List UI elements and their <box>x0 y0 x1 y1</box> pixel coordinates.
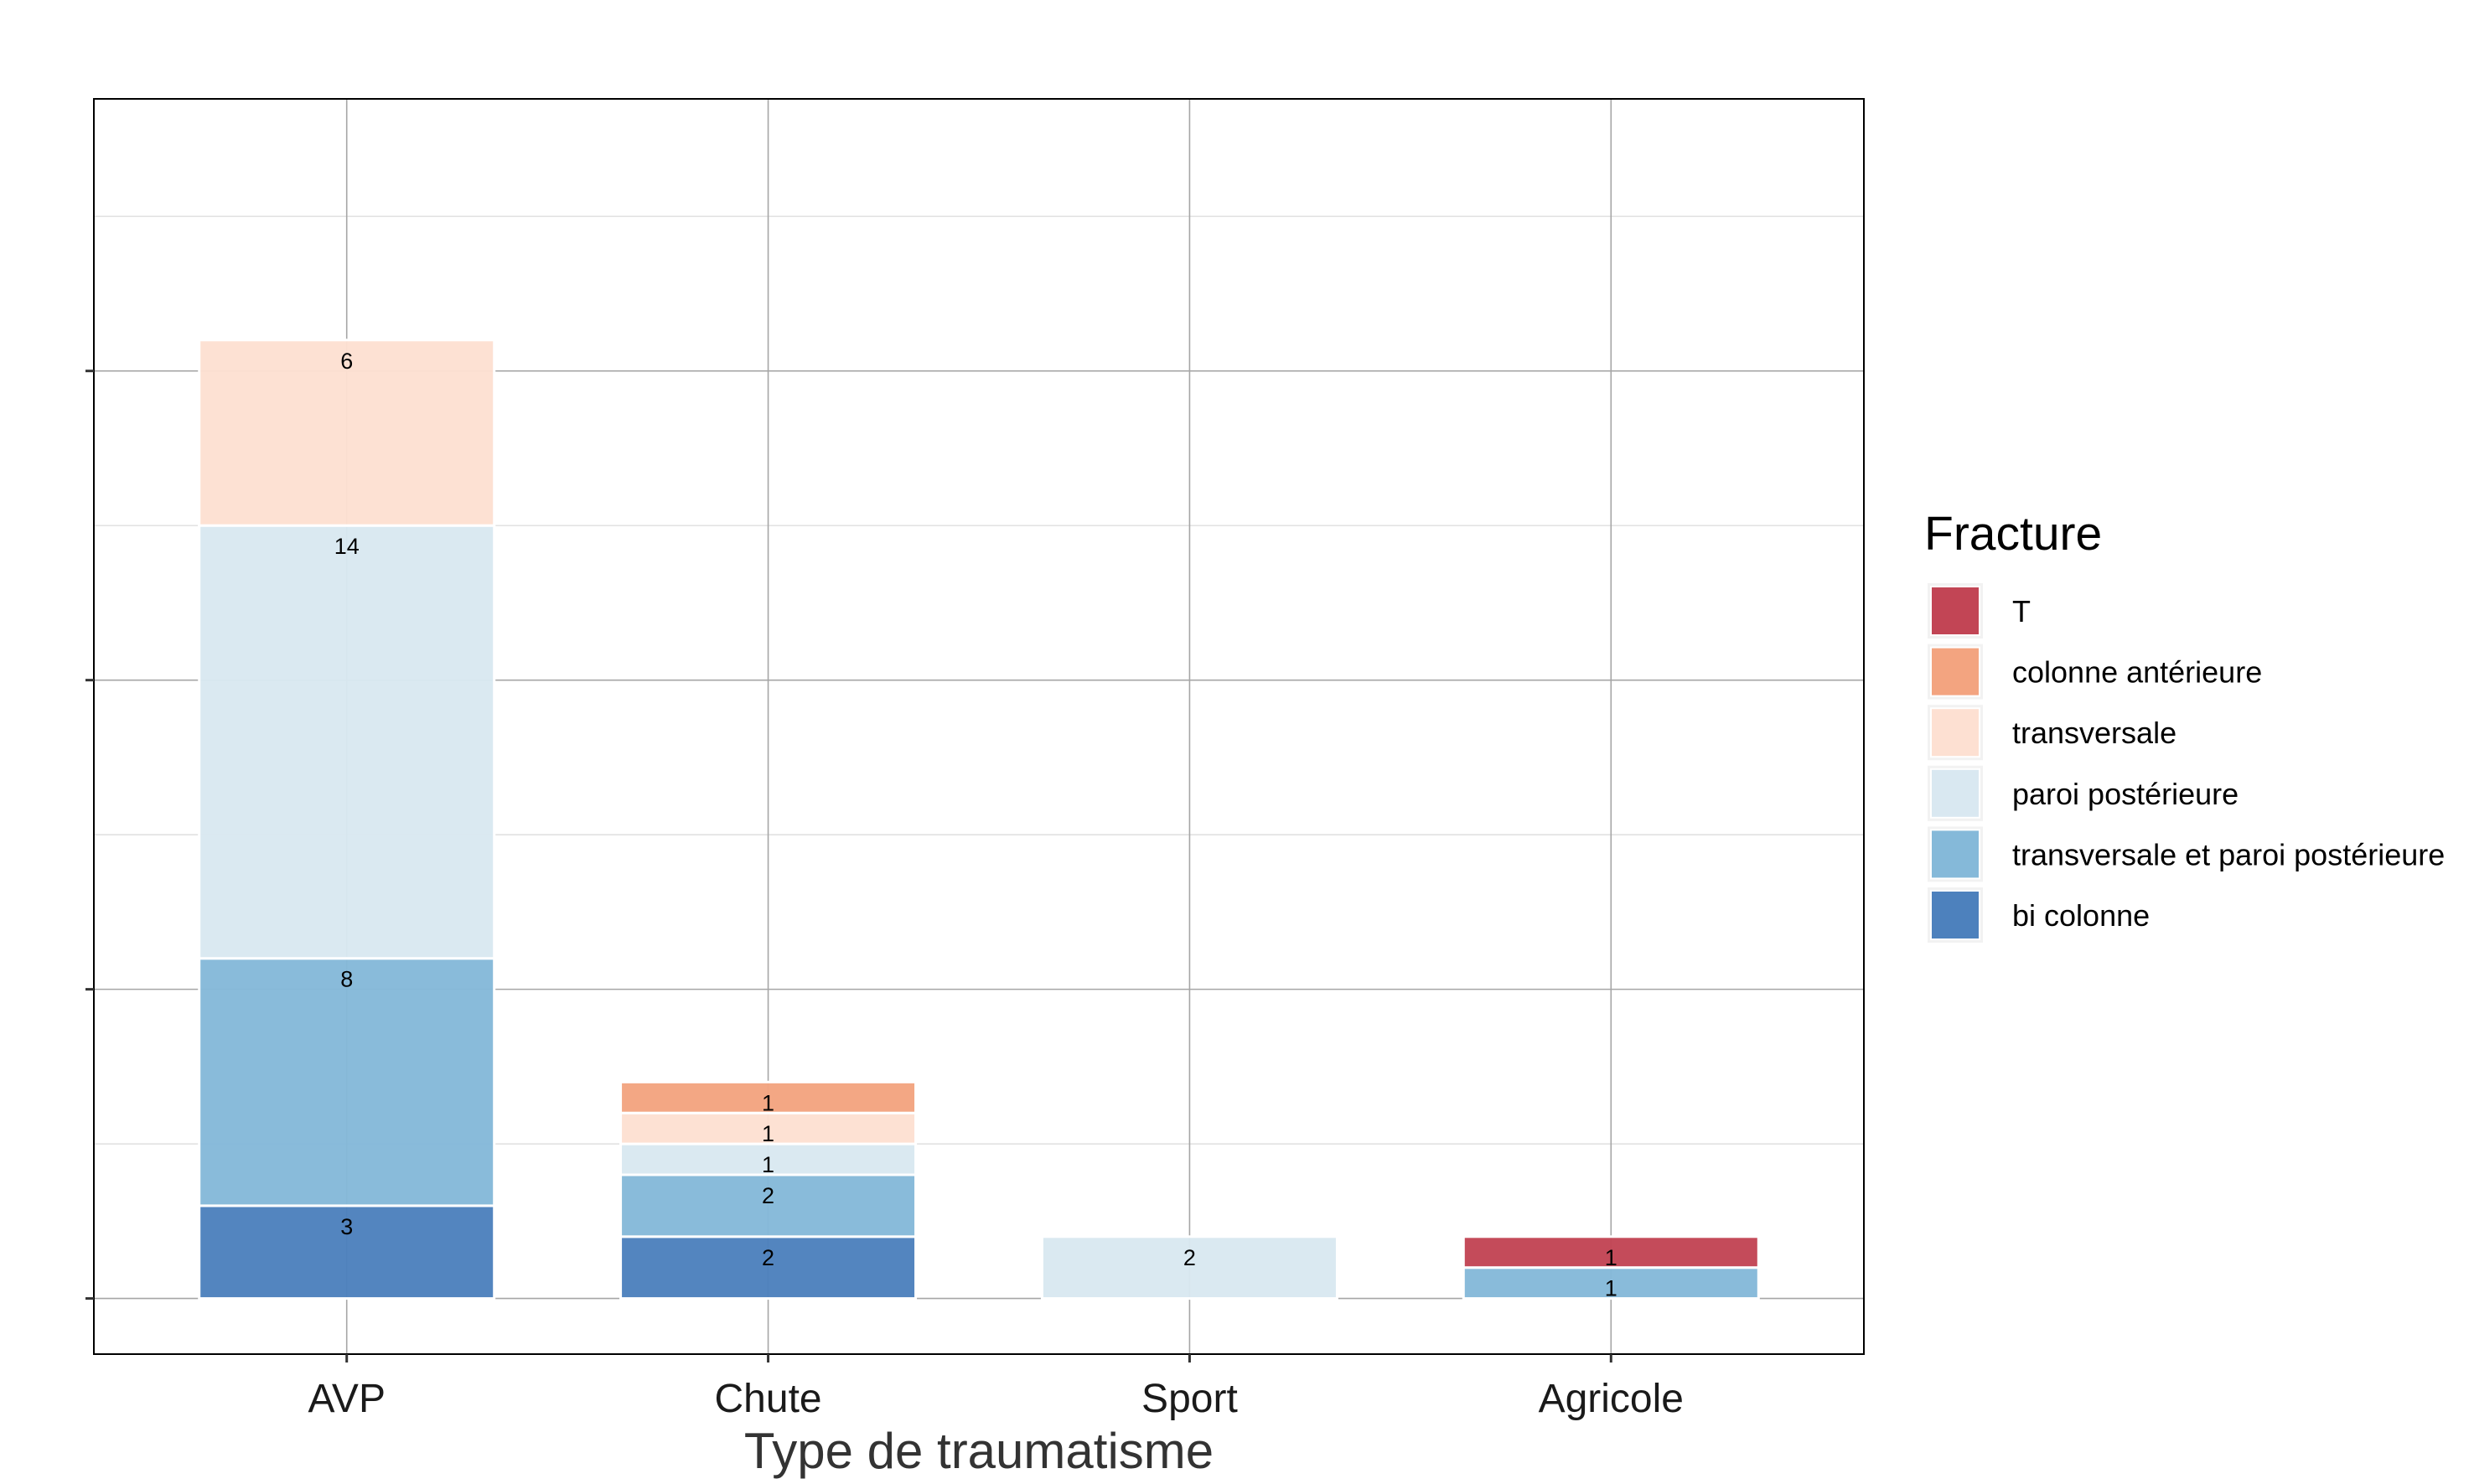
bar-segment <box>1462 1235 1760 1269</box>
bar-segment-label: 1 <box>762 1152 774 1177</box>
x-tick-label: AVP <box>308 1377 385 1421</box>
bar-segment-label: 6 <box>340 349 353 374</box>
bar-segment-label: 14 <box>334 534 360 559</box>
legend-label: transversale et paroi postérieure <box>2012 837 2445 871</box>
bar-segment-label: 1 <box>762 1121 774 1146</box>
bar-segment-label: 1 <box>1605 1276 1617 1301</box>
bar-segment <box>619 1111 918 1145</box>
legend-label: colonne antérieure <box>2012 655 2262 690</box>
legend-title: Fracture <box>1924 507 2102 561</box>
plot-panel-border <box>93 98 1865 1355</box>
bar-segment-label: 2 <box>1183 1245 1196 1270</box>
bar-segment <box>198 339 496 527</box>
bar-segment <box>198 524 496 960</box>
axes: AVP Chute Sport Agricole <box>85 370 1684 1421</box>
bar-segment <box>1462 1266 1760 1300</box>
legend-label: T <box>2012 594 2031 628</box>
x-tick-label: Sport <box>1141 1377 1238 1421</box>
legend-swatch <box>1930 586 1980 636</box>
bar-segment <box>619 1235 918 1300</box>
x-axis-title: Type de traumatisme <box>744 1423 1214 1479</box>
legend-label: transversale <box>2012 716 2176 750</box>
legend-swatch <box>1930 890 1980 940</box>
bar-segment <box>198 1204 496 1300</box>
legend-swatch <box>1930 829 1980 880</box>
legend-swatch <box>1930 768 1980 819</box>
bar-segment <box>198 957 496 1207</box>
bars <box>198 339 1760 1300</box>
x-tick-label: Chute <box>715 1377 822 1421</box>
bar-segment-label: 2 <box>762 1245 774 1270</box>
segment-labels: 3 8 14 6 2 2 1 1 1 2 1 1 <box>334 349 1617 1301</box>
bar-segment-label: 3 <box>340 1214 353 1239</box>
bar-segment <box>619 1173 918 1238</box>
bar-segment <box>1040 1235 1338 1300</box>
legend-label: bi colonne <box>2012 898 2150 933</box>
legend-swatch <box>1930 707 1980 758</box>
legend-swatch <box>1930 646 1980 697</box>
x-tick-label: Agricole <box>1539 1377 1684 1421</box>
legend-label: paroi postérieure <box>2012 777 2239 811</box>
bar-segment <box>619 1080 918 1114</box>
bar-segment-label: 2 <box>762 1183 774 1208</box>
bar-segment-label: 1 <box>1605 1245 1617 1270</box>
bar-segment-label: 8 <box>340 967 353 992</box>
bar-segment-label: 1 <box>762 1090 774 1115</box>
